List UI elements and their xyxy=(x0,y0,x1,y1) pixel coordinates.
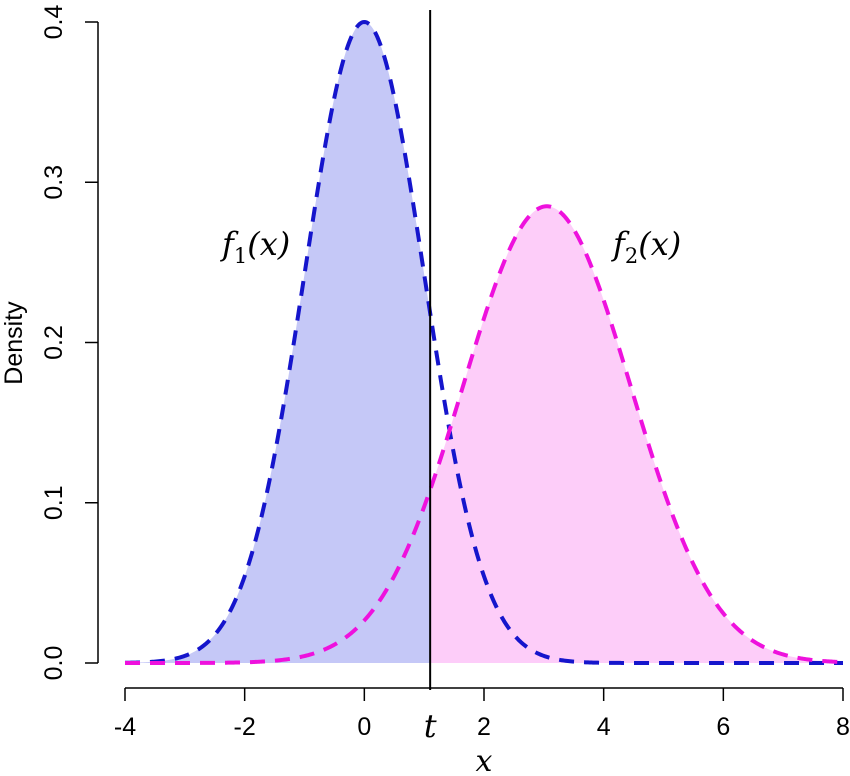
density-fill-areas xyxy=(125,22,843,664)
f2-label: f2(x) xyxy=(611,225,681,268)
x-tick-label: 4 xyxy=(597,713,611,741)
x-tick-label: 6 xyxy=(716,713,730,741)
y-axis-title: Density xyxy=(0,301,28,385)
y-tick-label: 0.4 xyxy=(40,5,68,40)
y-tick-label: 0.3 xyxy=(40,165,68,200)
f1-label: f1(x) xyxy=(220,225,290,268)
x-tick-label: 2 xyxy=(477,713,491,741)
y-tick-label: 0.2 xyxy=(40,325,68,360)
x-tick-label: -2 xyxy=(234,713,256,741)
f1-label-argument: (x) xyxy=(247,225,290,263)
x-axis-title: x xyxy=(476,744,493,776)
density-curves xyxy=(124,19,844,665)
f1-label-subscript: 1 xyxy=(234,244,247,268)
f2-label-subscript: 2 xyxy=(625,244,638,268)
y-axis: 0.0 0.1 0.2 0.3 0.4 xyxy=(40,5,99,681)
f1-fill-area xyxy=(125,22,431,663)
x-tick-label: 8 xyxy=(836,713,850,741)
y-tick-label: 0.0 xyxy=(40,646,68,681)
f1-density-curve xyxy=(124,19,843,665)
f2-density-curve xyxy=(125,204,844,665)
f2-label-argument: (x) xyxy=(638,225,681,263)
f2-fill-area xyxy=(430,206,843,664)
x-tick-label: -4 xyxy=(114,713,136,741)
y-tick-label: 0.1 xyxy=(40,485,68,520)
x-axis: -4 -2 0 2 4 6 8 xyxy=(114,687,850,741)
threshold-label: t xyxy=(424,707,437,745)
x-tick-label: 0 xyxy=(357,713,371,741)
